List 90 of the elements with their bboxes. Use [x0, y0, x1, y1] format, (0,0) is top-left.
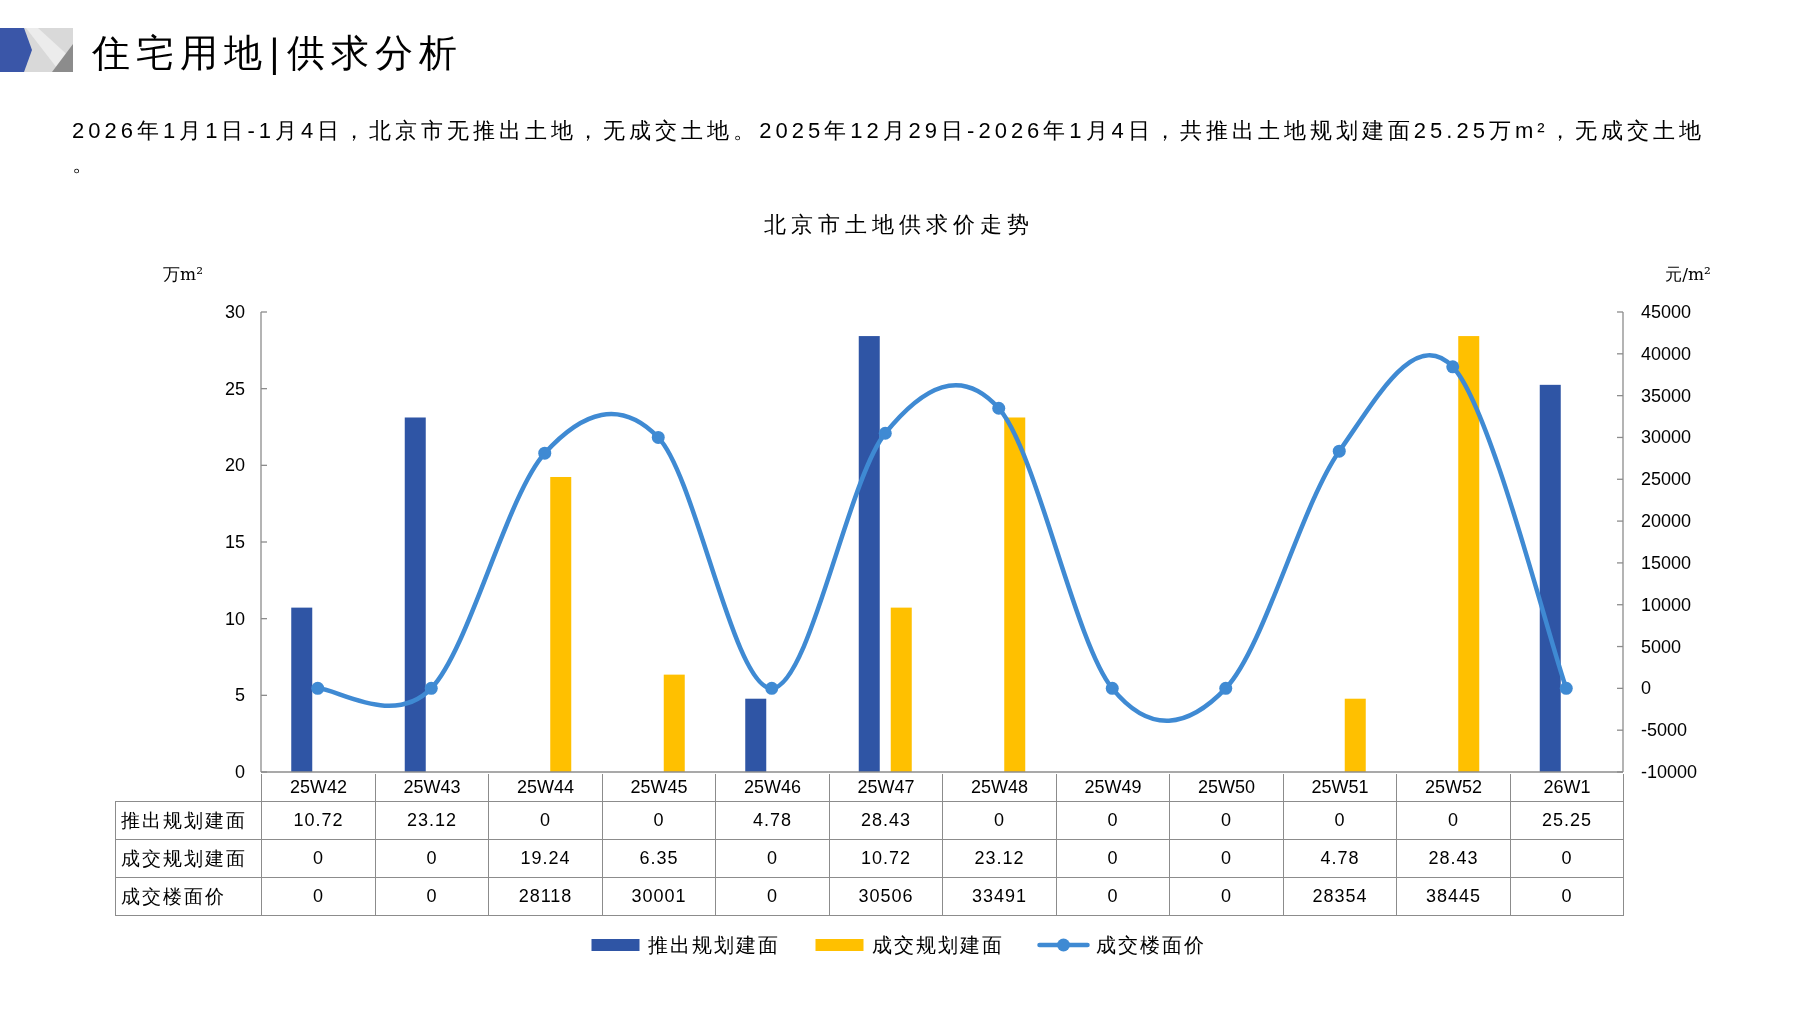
data-label: 0: [375, 839, 488, 877]
y2-tick-label: 40000: [1641, 343, 1692, 364]
y2-tick-label: 45000: [1641, 302, 1692, 322]
data-label: 30506: [829, 877, 942, 915]
y-tick-label: 20: [224, 455, 245, 476]
x-tick-label: 25W50: [1169, 774, 1283, 801]
y2-tick-label: 15000: [1641, 552, 1692, 573]
y2-tick-label: -10000: [1641, 762, 1698, 782]
legend-label: 成交楼面价: [1095, 933, 1206, 957]
data-label: 0: [1510, 877, 1623, 915]
x-tick-label: 25W44: [488, 774, 602, 801]
data-label: 38445: [1396, 877, 1510, 915]
data-label: 0: [261, 839, 375, 877]
data-label: 0: [1056, 839, 1169, 877]
text: 住宅用地|供求分析: [91, 31, 463, 75]
point: [878, 426, 892, 440]
data-label: 4.78: [1283, 839, 1396, 877]
data-label: 0: [942, 801, 1056, 839]
y2-tick-label: 10000: [1641, 594, 1692, 615]
point: [651, 430, 665, 444]
data-label: 19.24: [488, 839, 602, 877]
data-label: 4.78: [715, 801, 829, 839]
x-tick-label: 25W46: [715, 774, 829, 801]
chart-title: 北京市土地供求价走势: [763, 212, 1034, 237]
data-label: 23.12: [375, 801, 488, 839]
x-tick-label: 25W48: [942, 774, 1056, 801]
text: 推出规划建面: [121, 809, 247, 831]
data-label: 0: [1169, 801, 1283, 839]
data-label: 0: [375, 877, 488, 915]
x-tick-label: 25W52: [1396, 774, 1510, 801]
point: [992, 401, 1006, 415]
data-label: 0: [488, 801, 602, 839]
data-label: 28.43: [1396, 839, 1510, 877]
y-tick-label: 30: [224, 302, 245, 322]
point: [311, 681, 325, 695]
data-label: 0: [1283, 801, 1396, 839]
point: [1219, 681, 1233, 695]
data-label: 0: [715, 839, 829, 877]
y2-tick-label: 5000: [1641, 636, 1682, 657]
x-tick-label: 26W1: [1510, 774, 1623, 801]
x-tick-label: 25W51: [1283, 774, 1396, 801]
y2-tick-label: 20000: [1641, 511, 1692, 532]
data-label: 28.43: [829, 801, 942, 839]
point: [1332, 444, 1346, 458]
point: [765, 681, 779, 695]
y2-tick-label: 35000: [1641, 385, 1692, 406]
y-tick-label: 15: [224, 532, 245, 552]
data-label: 10.72: [261, 801, 375, 839]
data-label: 28118: [488, 877, 602, 915]
data-label: 25.25: [1510, 801, 1623, 839]
y-tick-label: 10: [224, 608, 245, 629]
y2-axis-title: 元/m²: [1665, 264, 1711, 284]
data-label: 0: [1169, 877, 1283, 915]
text: 成交楼面价: [121, 885, 226, 907]
data-label: 0: [715, 877, 829, 915]
data-label: 0: [1169, 839, 1283, 877]
point: [1105, 681, 1119, 695]
y2-tick-label: -5000: [1641, 720, 1688, 741]
data-label: 0: [1510, 839, 1623, 877]
y-tick-label: 0: [234, 762, 245, 782]
data-label: 0: [602, 801, 715, 839]
y2-tick-label: 0: [1641, 678, 1652, 699]
y2-tick-label: 30000: [1641, 427, 1692, 448]
legend-label: 推出规划建面: [647, 933, 780, 957]
data-label: 10.72: [829, 839, 942, 877]
y-axis-title: 万m²: [163, 264, 203, 284]
text: 成交规划建面: [121, 847, 247, 869]
data-label: 0: [1056, 801, 1169, 839]
x-tick-label: 25W45: [602, 774, 715, 801]
data-label: 0: [261, 877, 375, 915]
y2-tick-label: 25000: [1641, 469, 1692, 490]
legend-label: 成交规划建面: [871, 933, 1004, 957]
data-label: 33491: [942, 877, 1056, 915]
data-label: 6.35: [602, 839, 715, 877]
chart-subtitle: 2026年1月1日-1月4日，北京市无推出土地，无成交土地。2025年12月29日-2026年1月4日，共推出土地规划建面25.25万m²，无成交土地。: [72, 118, 1705, 176]
point: [424, 681, 438, 695]
point: [1559, 681, 1573, 695]
data-label: 0: [1056, 877, 1169, 915]
y-tick-label: 5: [234, 685, 245, 706]
data-label: 28354: [1283, 877, 1396, 915]
x-tick-label: 25W42: [261, 774, 375, 801]
data-label: 0: [1396, 801, 1510, 839]
y-tick-label: 25: [224, 378, 245, 399]
point: [1446, 360, 1460, 374]
x-tick-label: 25W49: [1056, 774, 1169, 801]
data-label: 30001: [602, 877, 715, 915]
x-tick-label: 25W47: [829, 774, 942, 801]
data-label: 23.12: [942, 839, 1056, 877]
point: [538, 446, 552, 460]
x-tick-label: 25W43: [375, 774, 488, 801]
